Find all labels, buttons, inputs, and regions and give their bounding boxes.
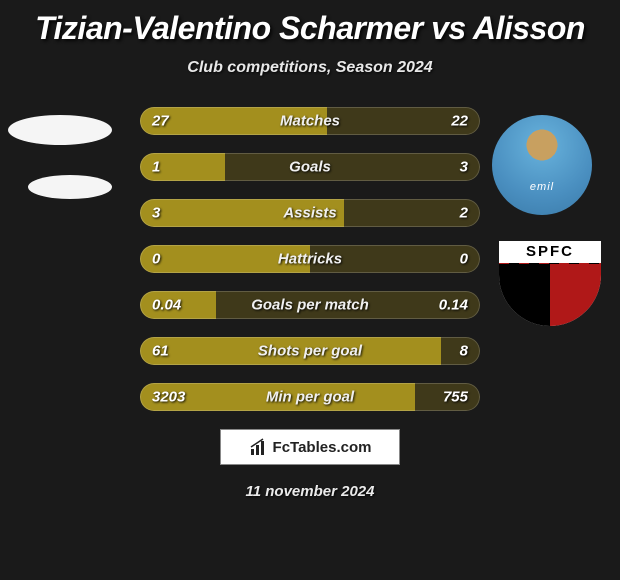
- stat-value-right: 2: [460, 205, 468, 222]
- club-badge-black: [499, 264, 550, 326]
- stat-value-left: 3: [152, 205, 160, 222]
- player-right-club-badge: SPFC: [499, 241, 601, 326]
- stat-value-right: 3: [460, 159, 468, 176]
- stat-value-right: 755: [443, 389, 468, 406]
- stat-value-left: 0: [152, 251, 160, 268]
- comparison-content: SPFC 27 22 Matches 1 3 Goals 3 2 Assists 0 0 Hattri…: [0, 107, 620, 411]
- stat-label: Matches: [280, 113, 340, 130]
- stat-bars-container: 27 22 Matches 1 3 Goals 3 2 Assists 0 0 Hattricks 0.…: [140, 107, 480, 411]
- stat-value-right: 8: [460, 343, 468, 360]
- stat-value-left: 1: [152, 159, 160, 176]
- stat-label: Hattricks: [278, 251, 342, 268]
- stat-row: 0.04 0.14 Goals per match: [140, 291, 480, 319]
- stat-row: 3 2 Assists: [140, 199, 480, 227]
- footer-brand-badge: FcTables.com: [220, 429, 400, 465]
- stat-label: Min per goal: [266, 389, 354, 406]
- stat-label: Goals per match: [251, 297, 369, 314]
- stat-row: 1 3 Goals: [140, 153, 480, 181]
- stat-row: 3203 755 Min per goal: [140, 383, 480, 411]
- club-badge-red: [550, 264, 601, 326]
- stat-value-right: 0: [460, 251, 468, 268]
- stat-value-left: 27: [152, 113, 169, 130]
- stat-value-right: 22: [451, 113, 468, 130]
- club-badge-text: SPFC: [499, 243, 601, 260]
- stat-row: 27 22 Matches: [140, 107, 480, 135]
- stat-row: 0 0 Hattricks: [140, 245, 480, 273]
- player-left-avatar-shape-1: [8, 115, 112, 145]
- player-right-avatar: [492, 115, 592, 215]
- stat-label: Assists: [283, 205, 336, 222]
- stat-value-left: 61: [152, 343, 169, 360]
- footer-date: 11 november 2024: [0, 483, 620, 500]
- stat-value-left: 3203: [152, 389, 185, 406]
- brand-chart-icon: [249, 437, 269, 457]
- player-left-avatar-shape-2: [28, 175, 112, 199]
- page-subtitle: Club competitions, Season 2024: [0, 59, 620, 77]
- stat-row: 61 8 Shots per goal: [140, 337, 480, 365]
- stat-label: Shots per goal: [258, 343, 362, 360]
- stat-value-right: 0.14: [439, 297, 468, 314]
- stat-bar-right-segment: [225, 153, 480, 181]
- stat-label: Goals: [289, 159, 331, 176]
- footer-brand-text: FcTables.com: [273, 439, 372, 456]
- stat-value-left: 0.04: [152, 297, 181, 314]
- page-title: Tizian-Valentino Scharmer vs Alisson: [0, 0, 620, 47]
